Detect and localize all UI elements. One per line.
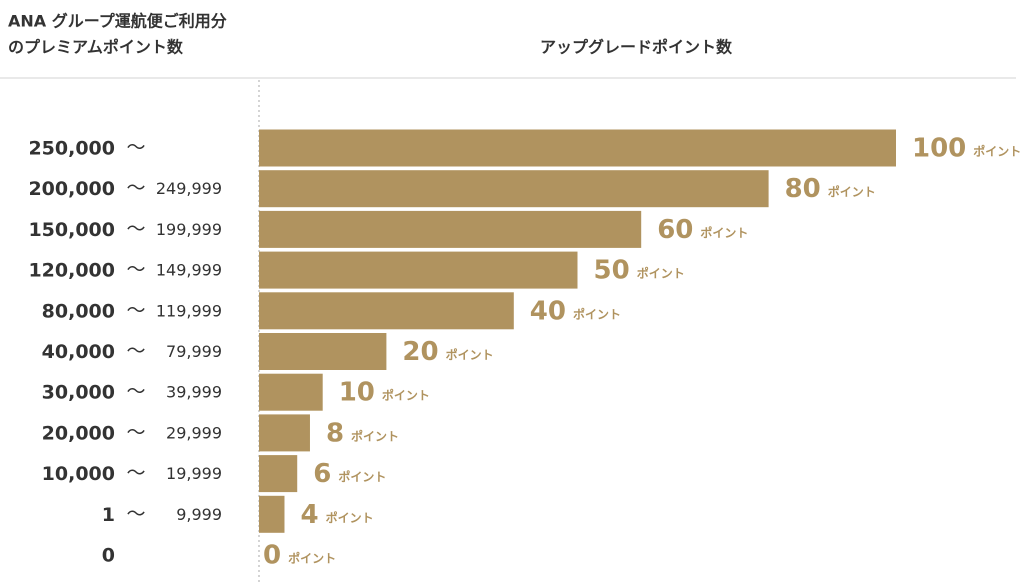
- range-separator: 〜: [126, 462, 145, 484]
- category-to: 119,999: [156, 301, 222, 320]
- range-separator: 〜: [126, 177, 145, 199]
- value-label: 20: [402, 337, 438, 367]
- category-from: 40,000: [42, 341, 115, 363]
- bar: [259, 373, 323, 411]
- bar: [259, 251, 578, 289]
- range-separator: 〜: [126, 340, 145, 362]
- category-from: 30,000: [42, 382, 115, 404]
- category-from: 250,000: [28, 138, 115, 160]
- value-unit: ポイント: [828, 184, 876, 199]
- value-unit: ポイント: [326, 510, 374, 525]
- range-separator: 〜: [126, 299, 145, 321]
- category-from: 20,000: [42, 422, 115, 444]
- value-label: 50: [594, 256, 630, 286]
- value-unit: ポイント: [446, 347, 494, 362]
- range-separator: 〜: [126, 381, 145, 403]
- range-separator: 〜: [126, 137, 145, 159]
- category-to: 149,999: [156, 261, 222, 280]
- value-label: 4: [300, 500, 318, 530]
- value-label: 80: [785, 174, 821, 204]
- chart-title: アップグレードポイント数: [540, 38, 733, 57]
- bar: [259, 455, 298, 493]
- category-from: 1: [102, 504, 115, 526]
- header-left-line: ANA グループ運航便ご利用分: [8, 12, 227, 31]
- value-unit: ポイント: [573, 306, 621, 321]
- value-unit: ポイント: [973, 144, 1021, 159]
- value-unit: ポイント: [637, 266, 685, 281]
- category-from: 200,000: [28, 178, 115, 200]
- value-label: 100: [912, 134, 966, 164]
- value-label: 60: [657, 215, 693, 245]
- category-from: 0: [102, 545, 115, 567]
- bar: [259, 333, 387, 370]
- category-to: 19,999: [166, 464, 222, 483]
- range-separator: 〜: [126, 503, 145, 525]
- category-to: 199,999: [156, 220, 222, 239]
- value-unit: ポイント: [338, 469, 386, 484]
- category-from: 80,000: [42, 300, 115, 322]
- bar: [259, 414, 310, 452]
- bar: [259, 495, 285, 533]
- category-to: 29,999: [166, 423, 222, 442]
- bar: [259, 210, 642, 248]
- value-label: 0: [263, 541, 281, 571]
- value-label: 8: [326, 418, 344, 448]
- category-to: 39,999: [166, 383, 222, 402]
- value-label: 10: [339, 378, 375, 408]
- header-left-line: のプレミアムポイント数: [8, 38, 184, 57]
- category-to: 9,999: [176, 505, 222, 524]
- category-from: 10,000: [42, 463, 115, 485]
- value-label: 6: [313, 459, 331, 489]
- bar: [259, 129, 896, 167]
- category-to: 79,999: [166, 342, 222, 361]
- bar: [259, 170, 769, 208]
- range-separator: 〜: [126, 259, 145, 281]
- range-separator: 〜: [126, 218, 145, 240]
- category-from: 120,000: [28, 260, 115, 282]
- range-separator: 〜: [126, 421, 145, 443]
- value-unit: ポイント: [288, 551, 336, 566]
- value-unit: ポイント: [700, 225, 748, 240]
- category-to: 249,999: [156, 179, 222, 198]
- value-unit: ポイント: [382, 388, 430, 403]
- value-label: 40: [530, 296, 566, 326]
- category-from: 150,000: [28, 219, 115, 241]
- bar: [259, 292, 514, 330]
- value-unit: ポイント: [351, 428, 399, 443]
